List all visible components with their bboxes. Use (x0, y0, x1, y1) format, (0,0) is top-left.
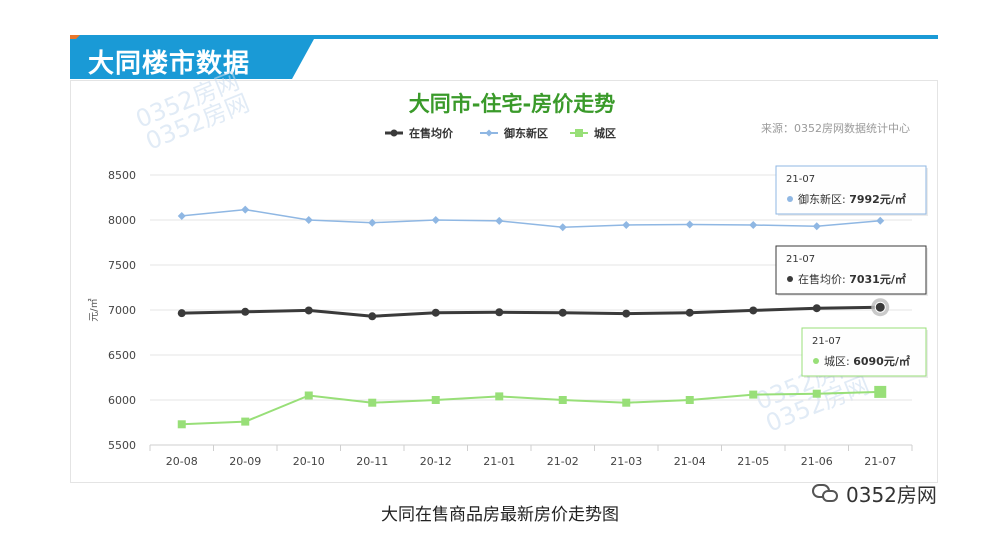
tooltip-value: 6090元/㎡ (853, 354, 910, 368)
data-point[interactable] (685, 220, 694, 229)
data-point[interactable] (749, 220, 758, 229)
tooltip-box (801, 327, 927, 377)
data-point[interactable] (558, 223, 567, 232)
tooltip-dot (813, 358, 819, 364)
data-point[interactable] (874, 385, 887, 398)
brand-badge: 0352房网 (812, 481, 937, 507)
series-points (177, 205, 890, 429)
legend-label[interactable]: 在售均价 (409, 126, 454, 140)
wechat-icon (812, 482, 840, 504)
data-point[interactable] (876, 216, 885, 225)
tooltip-label: 城区: 6090元/㎡ (824, 354, 910, 368)
data-point[interactable] (558, 308, 567, 317)
tooltip-dot (787, 196, 793, 202)
grid-lines (149, 174, 913, 451)
data-point[interactable] (241, 205, 250, 214)
tooltip-box (775, 165, 927, 215)
data-point[interactable] (812, 304, 821, 313)
y-tick-label: 5500 (108, 439, 136, 452)
x-tick-label: 21-02 (547, 455, 579, 468)
series-lines (181, 208, 881, 426)
x-tick-label: 20-09 (229, 455, 261, 468)
section-title-band (70, 39, 292, 79)
legend-marker (390, 129, 398, 137)
data-point[interactable] (431, 216, 440, 224)
data-point[interactable] (622, 309, 631, 318)
legend-marker (485, 129, 493, 137)
data-point[interactable] (177, 420, 186, 429)
data-point[interactable] (241, 417, 250, 426)
series-line (181, 208, 881, 228)
x-tick-label: 20-08 (166, 455, 198, 468)
legend-label[interactable]: 御东新区 (503, 126, 548, 140)
data-point[interactable] (812, 389, 821, 398)
section-title: 大同楼市数据 (88, 49, 251, 79)
y-axis-label: 元/㎡ (88, 298, 100, 321)
data-point[interactable] (749, 306, 758, 315)
y-tick-label: 7000 (108, 304, 136, 317)
header-rule (70, 35, 938, 39)
tooltips: 21-07 御东新区: 7992元/㎡ 21-07 在售均价: 7031元/㎡ 21-0… (775, 165, 928, 378)
chart-source: 来源：0352房网数据统计中心 (761, 121, 910, 135)
data-point[interactable] (177, 211, 186, 220)
x-tick-label: 21-03 (610, 455, 642, 468)
data-point[interactable] (368, 398, 377, 407)
figure-caption: 大同在售商品房最新房价走势图 (381, 505, 619, 525)
data-point[interactable] (874, 301, 886, 313)
data-point[interactable] (685, 308, 694, 317)
data-point[interactable] (685, 396, 694, 404)
section-title-band-tail (292, 39, 314, 79)
data-point[interactable] (368, 218, 377, 227)
x-tick-labels: 20-08 20-09 20-10 20-11 20-12 21-01 21-02 21-03… (166, 455, 896, 468)
legend-marker (575, 129, 583, 137)
data-point[interactable] (304, 306, 313, 315)
data-point[interactable] (241, 307, 250, 316)
series-line (181, 305, 881, 318)
x-tick-label: 21-05 (737, 455, 769, 468)
series-line (181, 390, 881, 426)
brand-name: 0352房网 (846, 482, 937, 507)
x-tick-label: 20-12 (420, 455, 452, 468)
y-tick-label: 6000 (108, 394, 136, 407)
legend-label[interactable]: 城区 (594, 126, 616, 140)
data-point[interactable] (558, 396, 567, 404)
x-tick-label: 21-01 (483, 455, 515, 468)
data-point[interactable] (304, 216, 313, 224)
x-tick-label: 20-11 (356, 455, 388, 468)
y-tick-label: 8500 (108, 169, 136, 182)
chart-title: 大同市-住宅-房价走势 (409, 92, 615, 116)
data-point[interactable] (622, 398, 631, 407)
tooltip-value: 7031元/㎡ (849, 272, 906, 286)
tooltip-label: 御东新区: 7992元/㎡ (798, 192, 906, 206)
tooltip-dot (787, 276, 793, 282)
x-tick-label: 21-06 (801, 455, 833, 468)
data-point[interactable] (812, 222, 821, 231)
tooltip-value: 7992元/㎡ (849, 192, 906, 206)
data-point[interactable] (177, 309, 186, 318)
data-point[interactable] (622, 220, 631, 229)
data-point[interactable] (304, 391, 313, 400)
data-point[interactable] (749, 390, 758, 399)
data-point[interactable] (431, 308, 440, 317)
x-tick-label: 21-07 (864, 455, 896, 468)
tooltip-label: 在售均价: 7031元/㎡ (798, 272, 906, 286)
y-tick-label: 7500 (108, 259, 136, 272)
legend: 在售均价 御东新区 城区 (385, 126, 616, 140)
data-point[interactable] (431, 396, 440, 404)
tooltip-period: 21-07 (786, 174, 815, 185)
data-point[interactable] (368, 312, 377, 321)
data-point[interactable] (495, 216, 504, 225)
tooltip-period: 21-07 (812, 336, 841, 347)
y-tick-label: 8000 (108, 214, 136, 227)
data-point[interactable] (495, 308, 504, 317)
y-tick-label: 6500 (108, 349, 136, 362)
tooltip-box (775, 245, 927, 295)
x-tick-label: 21-04 (674, 455, 706, 468)
x-tick-label: 20-10 (293, 455, 325, 468)
tooltip-period: 21-07 (786, 254, 815, 265)
y-tick-labels: 8500 8000 7500 7000 6500 6000 5500 (108, 169, 136, 452)
data-point[interactable] (495, 392, 504, 401)
